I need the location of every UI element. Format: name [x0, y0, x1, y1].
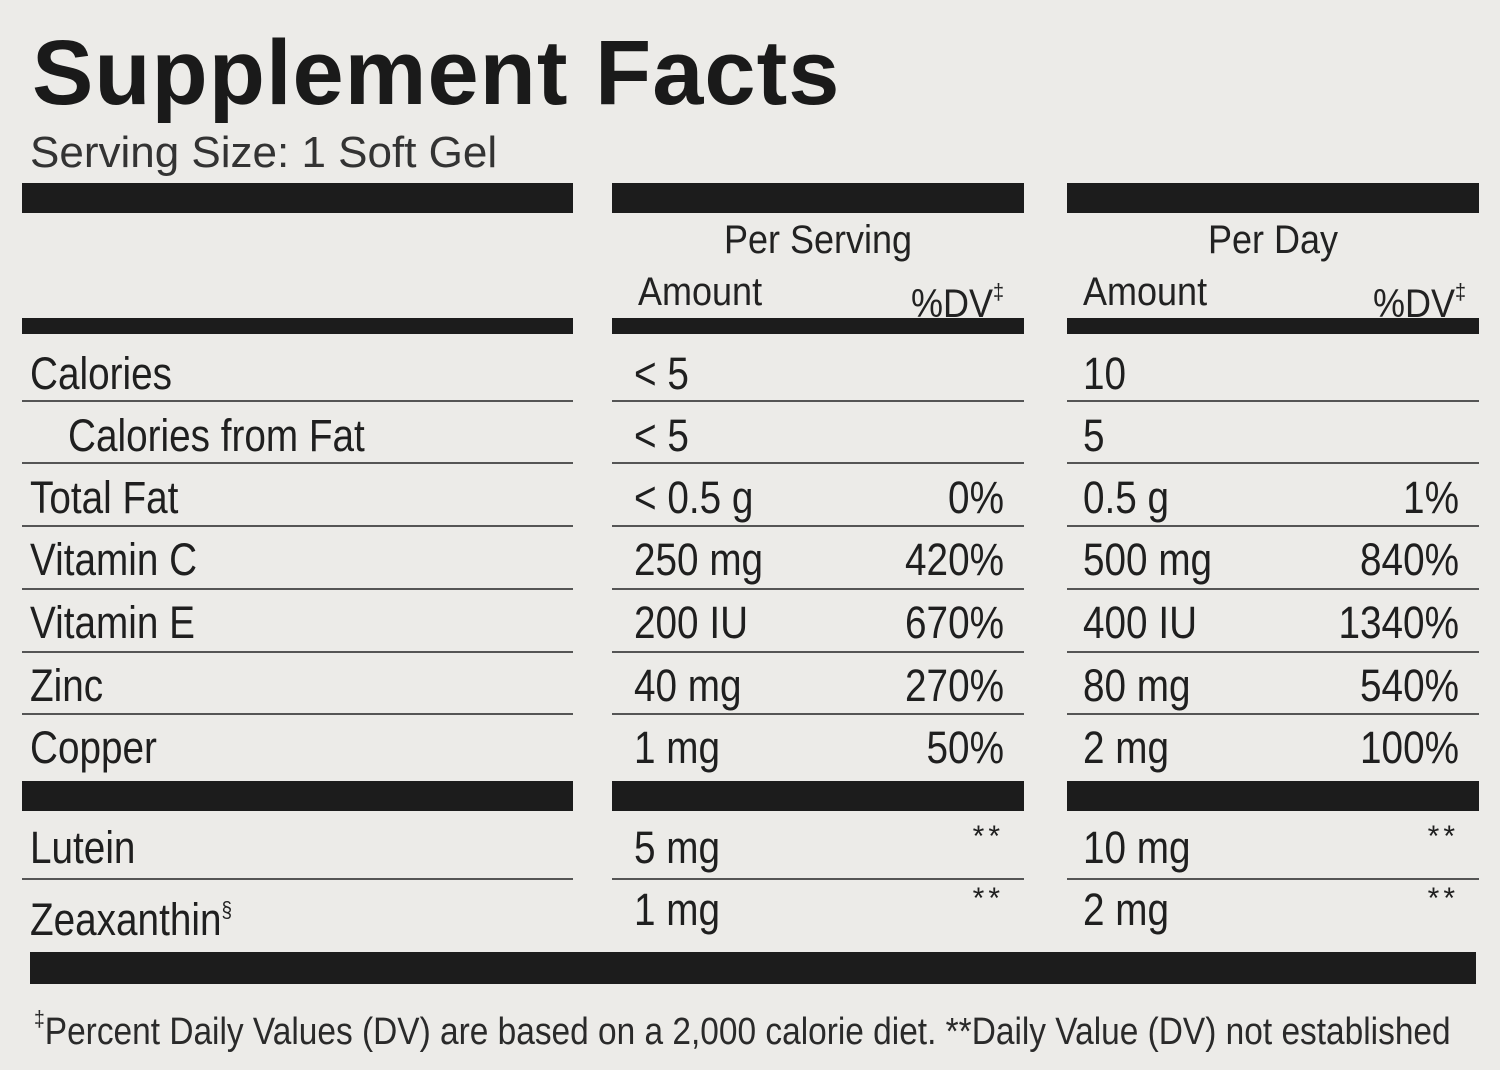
- serving-amount-vitamin-e: 200 IU: [634, 597, 749, 648]
- day-dv-lutein: **: [1427, 820, 1459, 853]
- nutrient-name-calories-from-fat: Calories from Fat: [68, 410, 365, 461]
- row-divider: [612, 588, 1024, 590]
- header-bar-col1: [22, 318, 573, 334]
- nutrient-name-vitamin-c: Vitamin C: [30, 534, 198, 585]
- serving-amount-zinc: 40 mg: [634, 660, 742, 711]
- serving-amount-copper: 1 mg: [634, 722, 721, 773]
- serving-amount-calories-from-fat: < 5: [634, 410, 689, 461]
- row-divider: [612, 878, 1024, 880]
- serving-dv-lutein: **: [972, 820, 1004, 853]
- nutrient-name-copper: Copper: [30, 722, 157, 773]
- serving-size: Serving Size: 1 Soft Gel: [30, 128, 498, 177]
- top-bar-col3: [1067, 183, 1479, 213]
- row-divider: [22, 878, 573, 880]
- row-divider: [612, 525, 1024, 527]
- row-divider: [1067, 400, 1479, 402]
- section-mark: §: [221, 897, 233, 922]
- row-divider: [612, 651, 1024, 653]
- header-bar-col2: [612, 318, 1024, 334]
- day-amount-calories: 10: [1083, 348, 1127, 399]
- serving-dv-zinc: 270%: [905, 660, 1004, 711]
- ingredient-name-zeaxanthin: Zeaxanthin§: [30, 882, 232, 948]
- dv-mark: ‡: [1454, 279, 1466, 304]
- footnote: ‡Percent Daily Values (DV) are based on …: [34, 996, 1451, 1055]
- serving-dv-vitamin-e: 670%: [905, 597, 1004, 648]
- ingredient-name-lutein: Lutein: [30, 822, 136, 873]
- serving-dv-zeaxanthin: **: [972, 882, 1004, 915]
- header-per-day: Per Day: [1207, 218, 1339, 262]
- nutrient-name-vitamin-e: Vitamin E: [30, 597, 195, 648]
- row-divider: [1067, 713, 1479, 715]
- day-amount-zinc: 80 mg: [1083, 660, 1191, 711]
- mid-bar-col1: [22, 781, 573, 811]
- footnote-text: Percent Daily Values (DV) are based on a…: [44, 1011, 1451, 1053]
- day-amount-vitamin-c: 500 mg: [1083, 534, 1213, 585]
- nutrient-name-total-fat: Total Fat: [30, 472, 179, 523]
- bottom-bar: [30, 952, 1476, 984]
- serving-amount-calories: < 5: [634, 348, 689, 399]
- day-dv-total-fat: 1%: [1403, 472, 1459, 523]
- zeaxanthin-label: Zeaxanthin: [30, 894, 222, 945]
- row-divider: [1067, 462, 1479, 464]
- row-divider: [22, 651, 573, 653]
- mid-bar-col2: [612, 781, 1024, 811]
- row-divider: [22, 525, 573, 527]
- day-amount-calories-from-fat: 5: [1083, 410, 1105, 461]
- serving-amount-total-fat: < 0.5 g: [634, 472, 754, 523]
- mid-bar-col3: [1067, 781, 1479, 811]
- serving-dv-vitamin-c: 420%: [905, 534, 1004, 585]
- row-divider: [22, 462, 573, 464]
- nutrient-name-calories: Calories: [30, 348, 172, 399]
- day-dv-zinc: 540%: [1360, 660, 1459, 711]
- day-amount-copper: 2 mg: [1083, 722, 1170, 773]
- serving-dv-copper: 50%: [926, 722, 1004, 773]
- serving-amount-vitamin-c: 250 mg: [634, 534, 764, 585]
- day-amount-total-fat: 0.5 g: [1083, 472, 1170, 523]
- day-dv-vitamin-e: 1340%: [1338, 597, 1459, 648]
- row-divider: [612, 713, 1024, 715]
- top-bar-col1: [22, 183, 573, 213]
- header-serving-amount: Amount: [638, 270, 763, 314]
- day-amount-lutein: 10 mg: [1083, 822, 1191, 873]
- dv-mark: ‡: [992, 279, 1004, 304]
- label-title: Supplement Facts: [32, 22, 841, 124]
- row-divider: [1067, 651, 1479, 653]
- footnote-mark: ‡: [34, 1006, 45, 1031]
- day-amount-zeaxanthin: 2 mg: [1083, 884, 1170, 935]
- top-bar-col2: [612, 183, 1024, 213]
- day-amount-vitamin-e: 400 IU: [1083, 597, 1198, 648]
- row-divider: [22, 400, 573, 402]
- row-divider: [22, 588, 573, 590]
- row-divider: [612, 400, 1024, 402]
- header-per-serving: Per Serving: [723, 218, 913, 262]
- serving-dv-total-fat: 0%: [948, 472, 1004, 523]
- serving-amount-lutein: 5 mg: [634, 822, 721, 873]
- day-dv-vitamin-c: 840%: [1360, 534, 1459, 585]
- row-divider: [612, 462, 1024, 464]
- day-dv-zeaxanthin: **: [1427, 882, 1459, 915]
- row-divider: [22, 713, 573, 715]
- row-divider: [1067, 878, 1479, 880]
- serving-amount-zeaxanthin: 1 mg: [634, 884, 721, 935]
- row-divider: [1067, 525, 1479, 527]
- nutrient-name-zinc: Zinc: [30, 660, 104, 711]
- row-divider: [1067, 588, 1479, 590]
- header-day-amount: Amount: [1083, 270, 1208, 314]
- day-dv-copper: 100%: [1360, 722, 1459, 773]
- header-bar-col3: [1067, 318, 1479, 334]
